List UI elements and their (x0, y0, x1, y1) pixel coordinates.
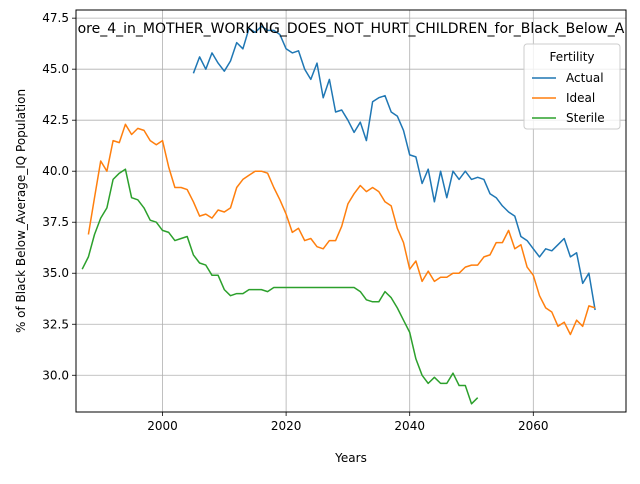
y-tick-label: 42.5 (42, 113, 69, 127)
y-tick-label: 35.0 (42, 266, 69, 280)
legend-label-sterile: Sterile (566, 111, 605, 125)
y-tick-label: 32.5 (42, 317, 69, 331)
y-tick-label: 47.5 (42, 11, 69, 25)
x-tick-label: 2060 (518, 419, 549, 433)
x-tick-label: 2000 (147, 419, 178, 433)
x-axis-label: Years (334, 451, 367, 465)
legend-label-actual: Actual (566, 71, 604, 85)
series-line-sterile (81, 168, 479, 405)
series-line-actual (192, 25, 596, 311)
legend-title: Fertility (549, 50, 594, 64)
series-lines (81, 25, 596, 405)
y-axis: 30.0 32.5 35.0 37.5 40.0 42.5 45.0 47.5 (42, 11, 76, 382)
y-tick-label: 37.5 (42, 215, 69, 229)
y-tick-label: 45.0 (42, 62, 69, 76)
chart-title: ore_4_in_MOTHER_WORKING_DOES_NOT_HURT_CH… (78, 21, 625, 37)
y-tick-label: 40.0 (42, 164, 69, 178)
x-axis: 2000 2020 2040 2060 (147, 412, 549, 433)
plot-frame (75, 9, 627, 413)
legend-box (523, 43, 621, 130)
x-tick-label: 2040 (394, 419, 425, 433)
legend: Fertility Actual Ideal Sterile (523, 43, 621, 130)
y-tick-label: 30.0 (42, 368, 69, 382)
x-tick-label: 2020 (271, 419, 302, 433)
series-line-ideal (87, 123, 596, 336)
legend-label-ideal: Ideal (566, 91, 595, 105)
y-axis-label: % of Black Below_Average_IQ Population (14, 89, 28, 333)
legend-items: Actual Ideal Sterile (532, 71, 605, 125)
